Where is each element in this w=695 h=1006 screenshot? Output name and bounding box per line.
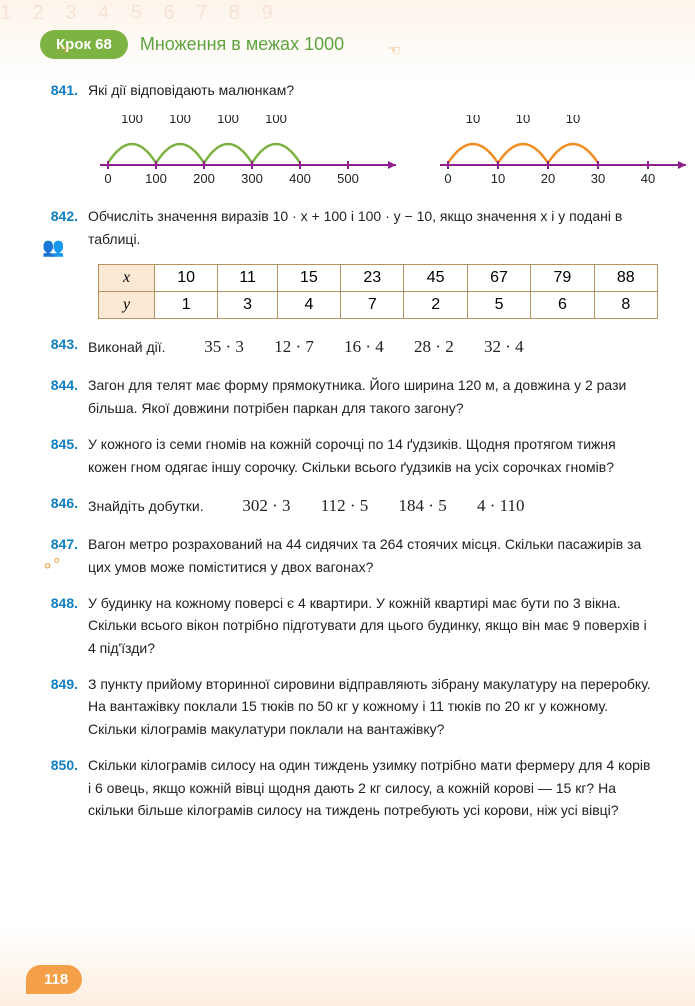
problem-text: З пункту прийому вторинної сировини відп… <box>88 673 655 740</box>
svg-text:30: 30 <box>591 171 605 185</box>
table-header-x: x <box>99 265 155 292</box>
xy-table: x1011152345677988 y13472568 <box>98 264 655 319</box>
problem-842: 842. Обчисліть значення виразів 10 · x +… <box>40 205 655 250</box>
bubbles-icon: ∘° <box>42 555 60 576</box>
problem-text: Обчисліть значення виразів 10 · x + 100 … <box>88 205 655 250</box>
problem-text: Скільки кілограмів силосу на один тижден… <box>88 754 655 821</box>
svg-text:100: 100 <box>169 115 191 126</box>
table-cell: 23 <box>341 265 404 292</box>
problem-text: Вагон метро розрахований на 44 сидячих т… <box>88 533 655 578</box>
svg-text:400: 400 <box>289 171 311 185</box>
problem-number: 845. <box>40 433 88 478</box>
problem-841: 841. Які дії відповідають малюнкам? <box>40 79 655 101</box>
page-number: 118 <box>26 965 82 994</box>
problem-text: У будинку на кожному поверсі є 4 квартир… <box>88 592 655 659</box>
table-cell: 45 <box>404 265 467 292</box>
problem-number: 843. <box>40 333 88 360</box>
number-line-1: 100 100 100 100 0 100 200 300 400 500 <box>98 115 398 185</box>
problem-844: 844. Загон для телят має форму прямокутн… <box>40 374 655 419</box>
svg-text:10: 10 <box>566 115 580 126</box>
svg-text:200: 200 <box>193 171 215 185</box>
expression: 35 · 3 <box>204 337 244 356</box>
background-numbers: 1 2 3 4 5 6 7 8 9 <box>0 2 281 25</box>
table-cell: 11 <box>218 265 277 292</box>
problem-number: 844. <box>40 374 88 419</box>
table-cell: 10 <box>155 265 218 292</box>
svg-text:0: 0 <box>444 171 451 185</box>
problem-849: 849. З пункту прийому вторинної сировини… <box>40 673 655 740</box>
problem-label: Знайдіть добутки. <box>88 498 204 514</box>
svg-text:300: 300 <box>241 171 263 185</box>
problem-text: Які дії відповідають малюнкам? <box>88 79 655 101</box>
svg-text:100: 100 <box>217 115 239 126</box>
problem-846: 846. Знайдіть добутки. 302 · 3 112 · 5 1… <box>40 492 655 519</box>
expression: 28 · 2 <box>414 337 454 356</box>
svg-text:0: 0 <box>104 171 111 185</box>
svg-text:500: 500 <box>337 171 359 185</box>
expression: 4 · 110 <box>477 496 525 515</box>
expression: 32 · 4 <box>484 337 524 356</box>
lesson-header: ☞ Крок 68 Множення в межах 1000 ☜ <box>40 30 655 59</box>
number-line-2: 10 10 10 0 10 20 30 40 <box>438 115 688 185</box>
page-content: ☞ Крок 68 Множення в межах 1000 ☜ 841. Я… <box>0 0 695 855</box>
svg-text:10: 10 <box>516 115 530 126</box>
expression: 16 · 4 <box>344 337 384 356</box>
problem-number: 849. <box>40 673 88 740</box>
table-cell: 15 <box>277 265 340 292</box>
problem-843: 843. Виконай дії. 35 · 3 12 · 7 16 · 4 2… <box>40 333 655 360</box>
table-cell: 88 <box>594 265 657 292</box>
expression: 112 · 5 <box>321 496 369 515</box>
problem-850: 850. Скільки кілограмів силосу на один т… <box>40 754 655 821</box>
number-line-diagrams: 100100100100 0100200300400500 101010 010… <box>98 115 655 185</box>
svg-text:100: 100 <box>145 171 167 185</box>
problem-847: 847. Вагон метро розрахований на 44 сидя… <box>40 533 655 578</box>
hand-icon-right: ☜ <box>388 42 401 59</box>
problem-text: У кожного із семи гномів на кожній сороч… <box>88 433 655 478</box>
svg-text:40: 40 <box>641 171 655 185</box>
hand-icon-left: ☞ <box>58 42 71 59</box>
work-together-icon: 👥 <box>42 237 64 258</box>
problem-number: 850. <box>40 754 88 821</box>
problem-845: 845. У кожного із семи гномів на кожній … <box>40 433 655 478</box>
table-cell: 4 <box>277 292 340 319</box>
problem-text: Знайдіть добутки. 302 · 3 112 · 5 184 · … <box>88 492 655 519</box>
table-cell: 3 <box>218 292 277 319</box>
table-cell: 2 <box>404 292 467 319</box>
step-title: Множення в межах 1000 <box>140 34 344 55</box>
problem-label: Виконай дії. <box>88 339 166 355</box>
table-cell: 7 <box>341 292 404 319</box>
table-header-y: y <box>99 292 155 319</box>
problem-number: 846. <box>40 492 88 519</box>
svg-text:10: 10 <box>491 171 505 185</box>
expression: 184 · 5 <box>399 496 447 515</box>
problem-text: Виконай дії. 35 · 3 12 · 7 16 · 4 28 · 2… <box>88 333 655 360</box>
table-cell: 67 <box>467 265 530 292</box>
diagram-svg-2: 10 10 10 0 10 20 30 40 <box>438 115 688 185</box>
table-cell: 79 <box>531 265 594 292</box>
expression: 302 · 3 <box>242 496 290 515</box>
expression: 12 · 7 <box>274 337 314 356</box>
svg-text:100: 100 <box>121 115 143 126</box>
table-cell: 8 <box>594 292 657 319</box>
problem-number: 848. <box>40 592 88 659</box>
svg-text:20: 20 <box>541 171 555 185</box>
step-badge: Крок 68 <box>40 30 128 59</box>
svg-text:100: 100 <box>265 115 287 126</box>
table-cell: 5 <box>467 292 530 319</box>
table-cell: 1 <box>155 292 218 319</box>
problem-text: Загон для телят має форму прямокутника. … <box>88 374 655 419</box>
problem-number: 841. <box>40 79 88 101</box>
svg-text:10: 10 <box>466 115 480 126</box>
problem-848: 848. У будинку на кожному поверсі є 4 кв… <box>40 592 655 659</box>
diagram-svg-1: 100 100 100 100 0 100 200 300 400 500 <box>98 115 398 185</box>
table-cell: 6 <box>531 292 594 319</box>
